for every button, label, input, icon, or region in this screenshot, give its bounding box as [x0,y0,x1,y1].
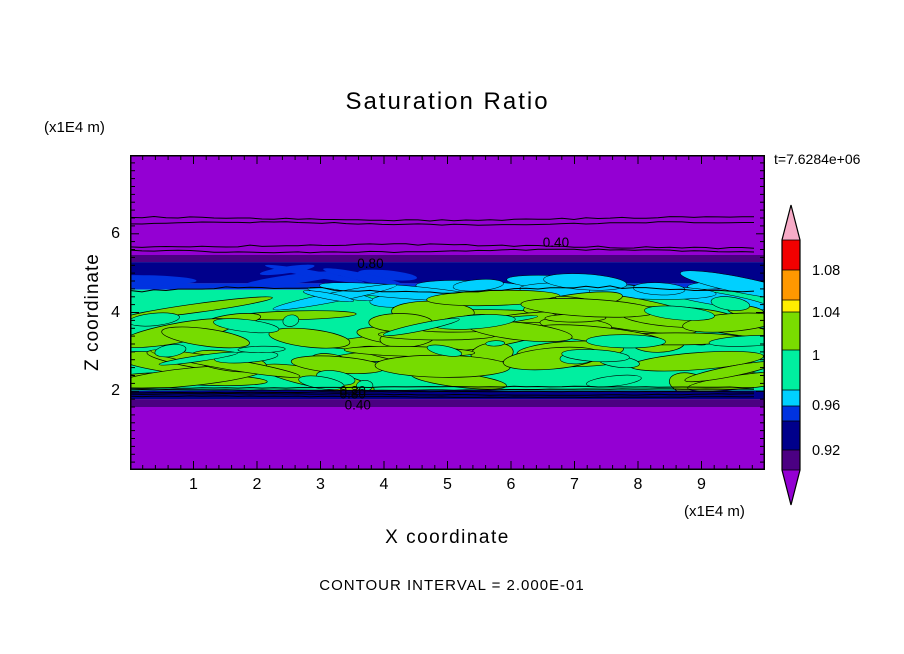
green-hole [237,345,286,353]
green-hole [586,374,642,388]
colorbar-segment-yellow [782,300,800,312]
contour-plot-area: 0.400.800.200.800.40 [130,155,765,470]
colorbar-segment-indigo [782,450,800,470]
colorbar-segment-springgreen [782,350,800,390]
green-hole [561,349,630,363]
green-hole [154,344,187,358]
green-hole [356,379,374,391]
band-purple-bottom [130,407,765,470]
green-hole [213,318,280,334]
band-indigo-top [130,255,765,263]
time-label: t=7.6284e+06 [774,151,861,167]
contour-label: 0.20 [340,383,366,398]
blue-patch [265,264,365,284]
green-hole [298,375,345,390]
z-tick-label: 4 [111,303,120,321]
contour-note: CONTOUR INTERVAL = 2.000E-01 [319,577,585,594]
colorbar-segment-purple [782,470,800,505]
x-tick-label: 8 [633,476,643,493]
colorbar-segment-orange [782,270,800,300]
colorbar-outline [781,204,801,506]
contour-label: 0.80 [340,386,366,401]
x-axis-unit: (x1E4 m) [684,503,745,520]
x-tick-label: 3 [316,476,325,493]
green-blob [684,361,765,383]
colorbar-segment-navy [782,421,800,450]
green-hole [586,334,666,349]
contour-label: 0.40 [345,397,371,412]
x-tick-label: 6 [506,476,516,493]
green-hole [282,314,300,327]
colorbar-segment-greenyellow [782,312,800,350]
contour-line [130,395,755,399]
green-hole [644,305,715,321]
colorbar: 1.08 1.04 1 0.96 0.92 [781,204,840,506]
colorbar-segment-blue [782,406,800,421]
band-indigo-bottom [130,399,765,407]
x-tick-label: 7 [570,476,579,493]
green-hole [130,312,180,327]
z-axis-unit: (x1E4 m) [44,119,105,136]
contour-line [130,248,755,254]
green-hole [382,317,460,337]
green-hole [708,335,765,347]
contour-line [130,390,754,394]
green-hole [485,340,505,347]
contour-line [130,215,754,222]
green-hole [158,351,239,366]
band-purple-top [130,155,765,255]
plot-title: Saturation Ratio [345,88,550,115]
cyan-patch [680,270,765,300]
colorbar-segment-red [782,240,800,270]
colorbar-tick-label: 0.92 [812,443,840,459]
green-hole [710,296,751,311]
colorbar-tick-label: 1 [812,348,820,364]
x-tick-label: 9 [697,476,706,493]
blue-patch [130,275,197,286]
contour-line [130,385,754,389]
contour-line [130,388,755,392]
contour-line [130,285,755,294]
plot-frame [130,155,765,470]
cyan-patch [302,290,354,303]
colorbar-segment-cyan [782,390,800,406]
blue-patch [323,268,405,287]
x-axis-label: X coordinate [385,527,510,548]
contour-line [130,392,755,396]
x-tick-label: 5 [443,476,452,493]
contour-label: 0.80 [357,256,383,271]
contour-line [130,243,755,250]
colorbar-tick-label: 1.04 [812,305,840,321]
green-hole [426,344,462,357]
z-tick-label: 2 [111,382,120,400]
z-tick-label: 6 [111,224,120,242]
x-tick-label: 2 [252,476,262,493]
x-tick-label: 1 [189,476,198,493]
green-blob [161,326,250,349]
green-blob [268,327,351,349]
colorbar-tick-label: 1.08 [812,263,840,279]
contour-line [130,221,754,226]
x-tick-label: 4 [379,476,389,493]
colorbar-tick-label: 0.96 [812,398,840,414]
colorbar-segment-pink [782,205,800,240]
blue-patch [358,269,417,281]
contour-label: 0.40 [543,235,569,250]
